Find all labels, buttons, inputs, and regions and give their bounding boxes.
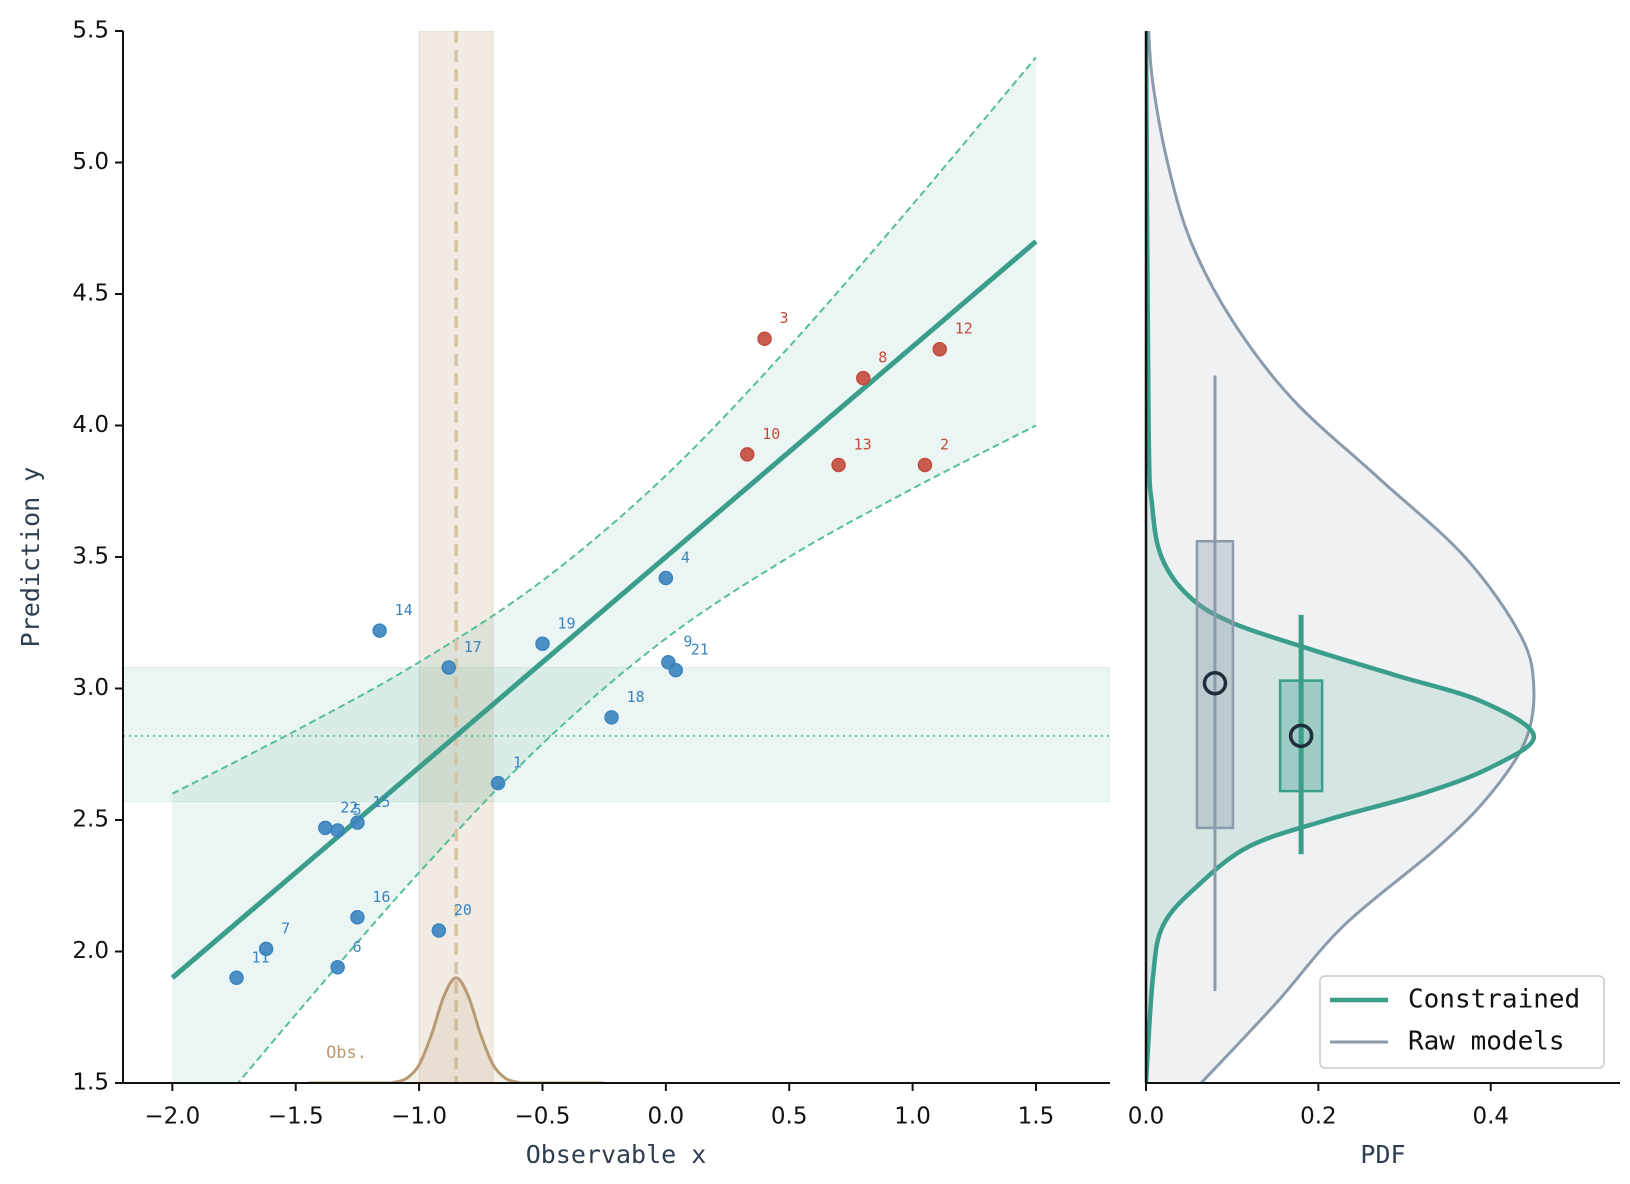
point-label: 12: [955, 320, 973, 338]
point-label: 13: [854, 435, 872, 453]
y-tick-label: 5.5: [72, 18, 109, 44]
pdf-panel: 0.0 0.2 0.4 Constrained Raw models: [1128, 31, 1620, 1130]
confidence-upper: [171, 56, 1037, 795]
point-label: 17: [464, 638, 482, 656]
point-label: 3: [780, 309, 789, 327]
model-point: [740, 447, 755, 462]
x-tick-label: −2.0: [144, 1104, 200, 1130]
legend: Constrained Raw models: [1319, 975, 1605, 1069]
model-point: [668, 662, 683, 678]
point-label: 4: [681, 549, 690, 567]
y-tick-label: 3.0: [72, 675, 109, 701]
model-point: [318, 820, 333, 836]
point-label: 22: [340, 798, 358, 816]
point-label: 5: [353, 801, 362, 819]
pdf-curve: [1147, 31, 1536, 1083]
point-label: 19: [557, 614, 575, 632]
point-label: 1: [513, 754, 522, 772]
model-point: [917, 457, 933, 473]
legend-box: [1319, 975, 1605, 1069]
y-axis-label: Prediction y: [16, 467, 45, 648]
point-label: 21: [691, 641, 709, 659]
y-tick-label: 4.0: [72, 412, 109, 438]
point-label: 14: [395, 601, 413, 619]
model-point: [229, 970, 244, 986]
model-point: [441, 660, 456, 675]
legend-label: Constrained: [1408, 985, 1580, 1015]
model-point: [258, 941, 274, 957]
model-point: [932, 341, 947, 357]
legend-label: Raw models: [1408, 1027, 1565, 1057]
y-tick-label: 2.0: [72, 938, 109, 964]
model-point: [372, 623, 387, 638]
point-label: 15: [372, 793, 390, 811]
y-tick-label: 1.5: [72, 1070, 109, 1096]
observation-label: Obs.: [326, 1043, 367, 1063]
observation-pdf: [308, 976, 605, 1083]
model-point: [350, 815, 365, 830]
x-tick-label: 0.2: [1300, 1104, 1337, 1130]
y-tick-label: 3.5: [72, 544, 109, 570]
x-tick-label: 1.5: [1018, 1104, 1055, 1130]
model-point: [535, 636, 550, 652]
model-point: [490, 775, 506, 791]
point-label: 18: [627, 688, 645, 706]
box: [1195, 539, 1235, 830]
pdf-fill: [1146, 31, 1534, 1083]
pdf-curve: [1146, 31, 1537, 1083]
constrained-band: [123, 666, 1110, 803]
model-point: [831, 457, 846, 473]
main-panel: Obs.14679111415161718192021225238101213−…: [72, 18, 1110, 1130]
plot-area: [1146, 31, 1537, 1083]
x-tick-label: −0.5: [515, 1104, 571, 1130]
regression-line: [170, 239, 1038, 980]
y-tick-label: 5.0: [72, 149, 109, 175]
pdf-fill: [1146, 31, 1534, 1083]
x-axis-label: Observable x: [526, 1140, 707, 1169]
model-point: [856, 370, 871, 386]
model-point: [330, 960, 345, 975]
point-label: 8: [878, 349, 887, 367]
x-tick-label: 0.5: [771, 1104, 808, 1130]
confidence-band: [172, 57, 1036, 1083]
point-label: 11: [252, 948, 270, 966]
point-label: 10: [762, 425, 780, 443]
point-label: 7: [281, 919, 290, 937]
x-tick-label: −1.0: [391, 1104, 447, 1130]
x-tick-label: 0.0: [648, 1104, 685, 1130]
plot-area: [123, 31, 1110, 1083]
x-tick-label: 0.4: [1472, 1104, 1509, 1130]
model-point: [604, 710, 619, 725]
point-label: 9: [683, 633, 692, 651]
model-point: [757, 331, 772, 346]
box-mean: [1202, 670, 1228, 696]
model-point: [658, 570, 674, 586]
box: [1278, 679, 1324, 793]
y-tick-label: 2.5: [72, 807, 109, 833]
pdf-axis-label: PDF: [1360, 1140, 1405, 1169]
model-point: [350, 910, 365, 925]
box-mean: [1288, 723, 1314, 749]
x-tick-label: −1.5: [268, 1104, 324, 1130]
point-label: 16: [372, 888, 390, 906]
y-tick-label: 4.5: [72, 281, 109, 307]
point-label: 6: [353, 938, 362, 956]
confidence-lower: [236, 424, 1037, 1083]
model-point: [431, 923, 447, 938]
model-point: [330, 823, 345, 838]
point-label: 20: [454, 901, 472, 919]
point-label: 2: [940, 435, 949, 453]
x-tick-label: 1.0: [894, 1104, 931, 1130]
x-tick-label: 0.0: [1128, 1104, 1165, 1130]
